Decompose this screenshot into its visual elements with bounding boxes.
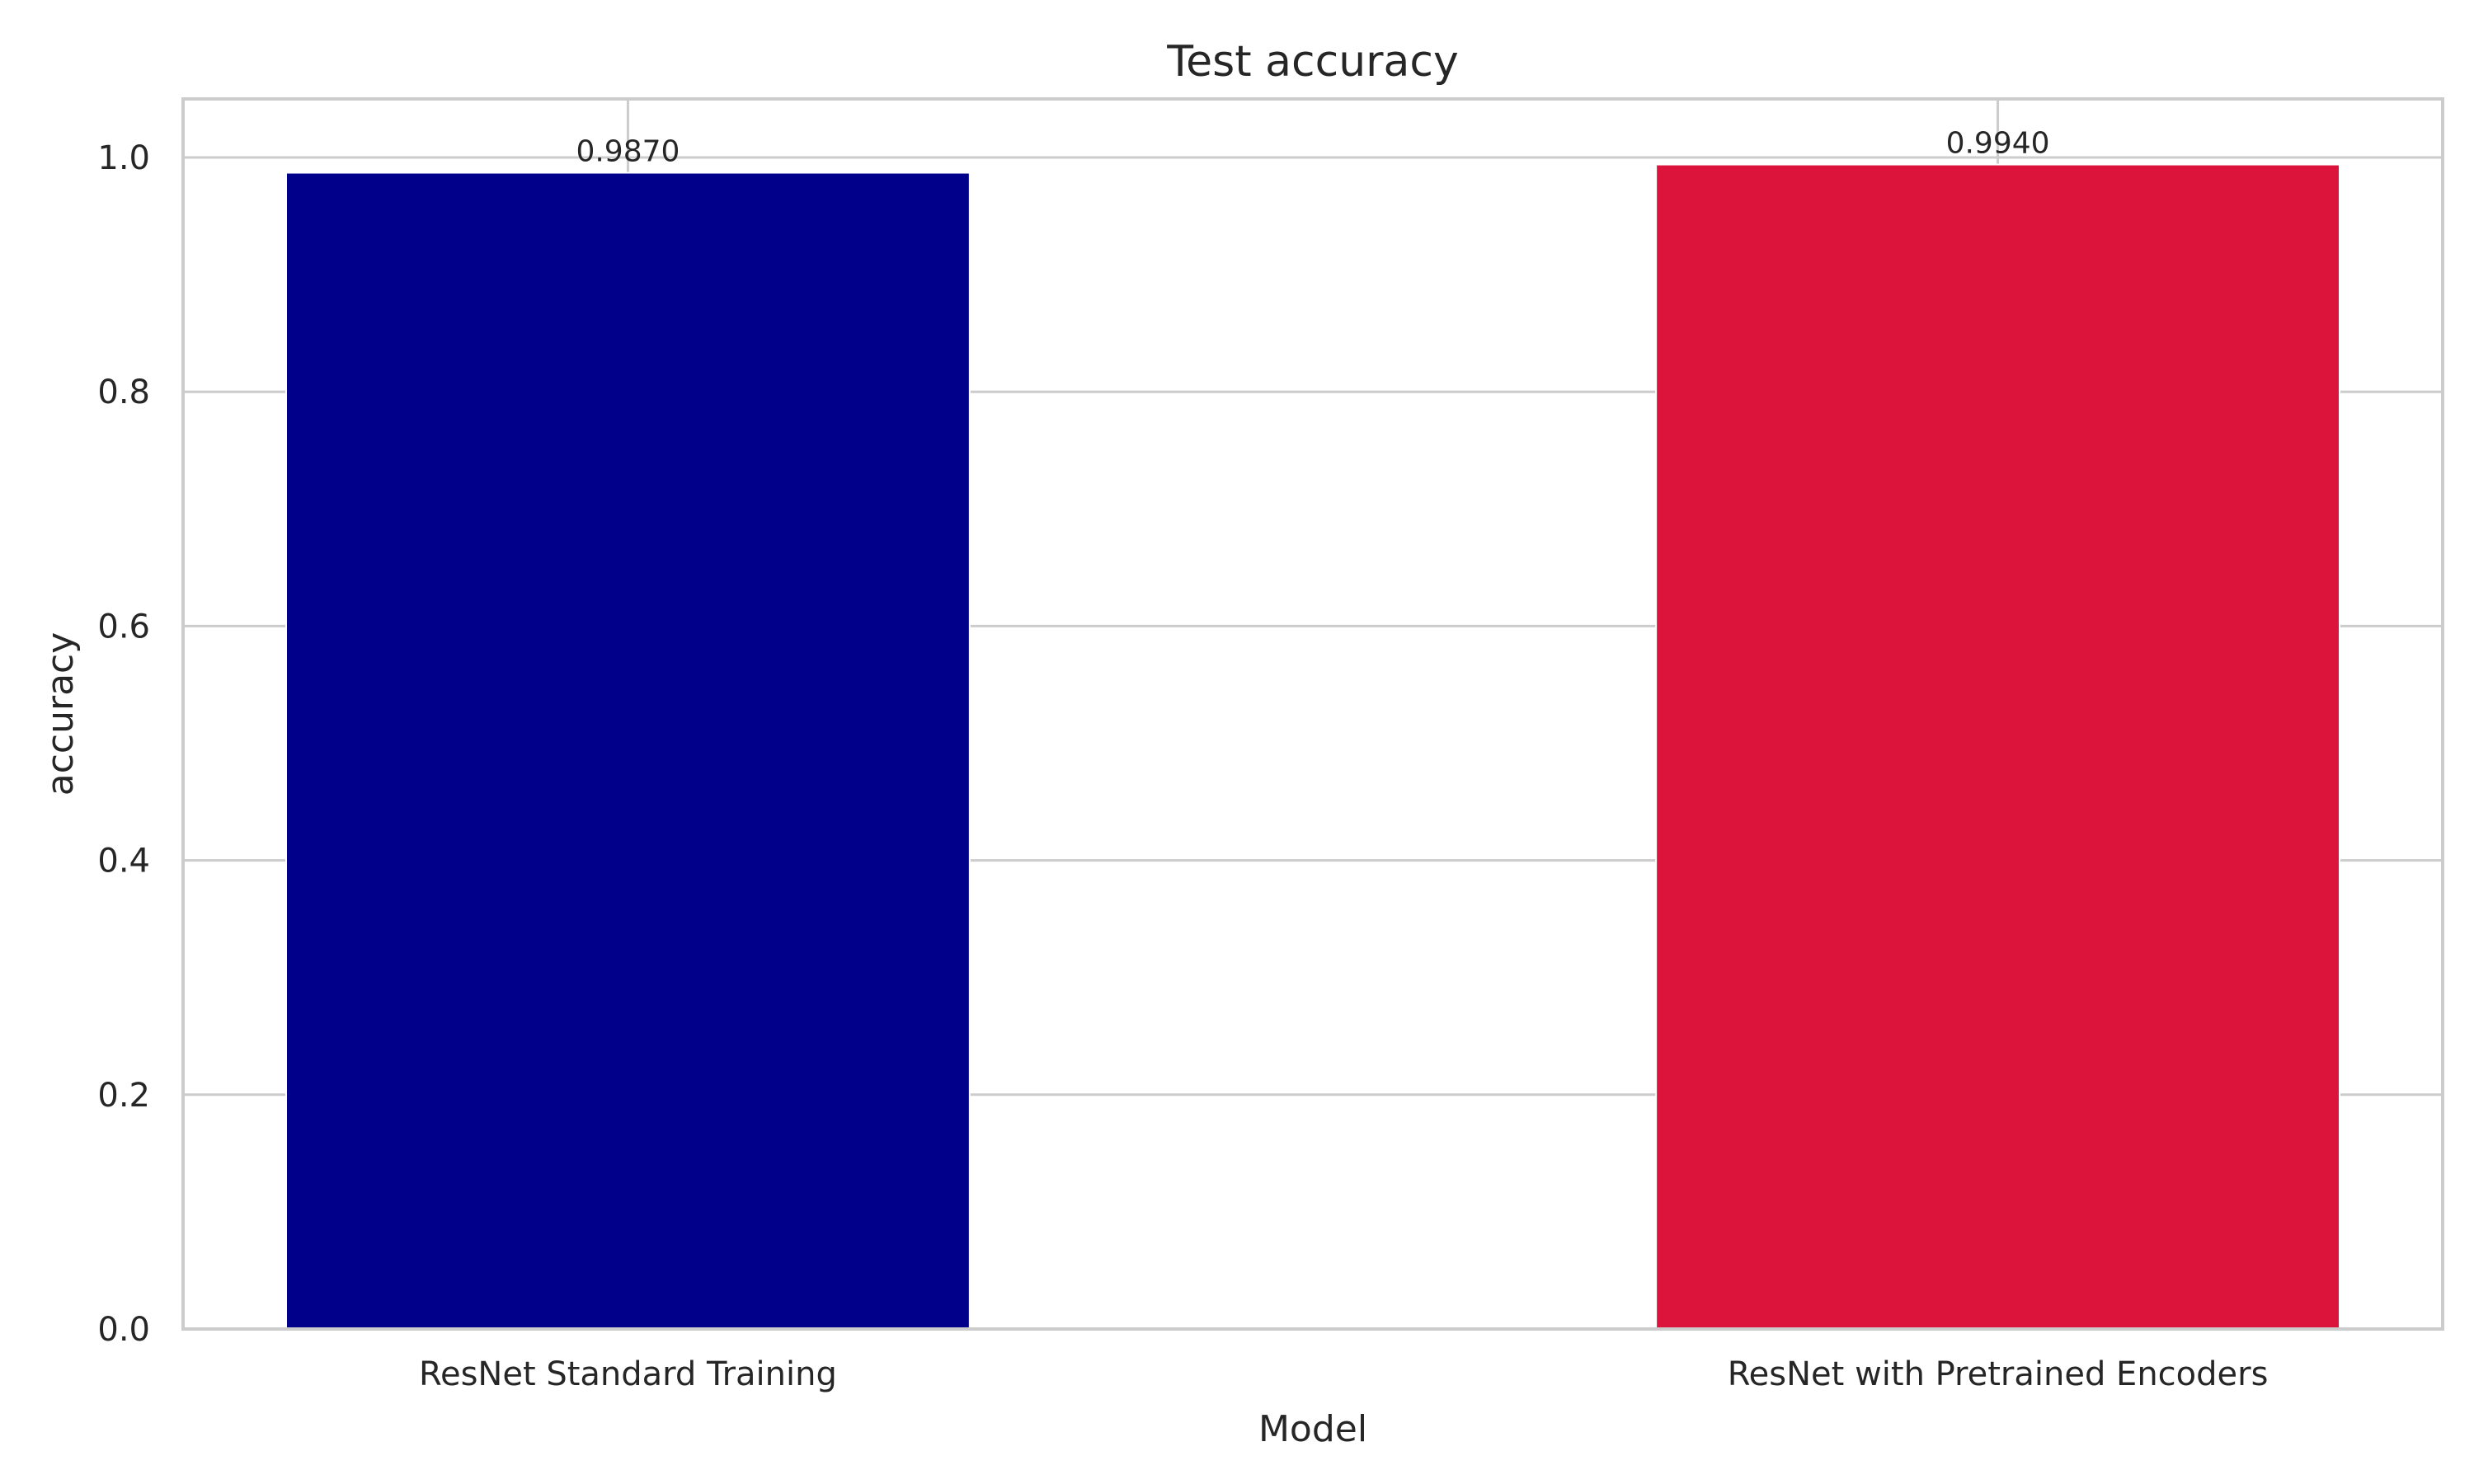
x-tick-labels: ResNet Standard Training ResNet with Pret… [419, 1355, 2268, 1393]
x-tick-label: ResNet Standard Training [419, 1355, 837, 1393]
y-tick-label: 0.6 [97, 608, 150, 646]
bar-1 [1655, 163, 2340, 1330]
bar-0 [285, 171, 971, 1330]
y-tick-label: 1.0 [97, 139, 150, 177]
y-tick-label: 0.2 [97, 1077, 150, 1115]
y-tick-label: 0.8 [97, 373, 150, 411]
chart-title: Test accuracy [1166, 37, 1459, 87]
plot-frame [181, 97, 2444, 1331]
y-axis-label: accuracy [40, 632, 82, 796]
x-tick-label: ResNet with Pretrained Encoders [1728, 1355, 2269, 1393]
y-tick-label: 0.0 [97, 1311, 150, 1349]
bars [285, 163, 2340, 1330]
y-tick-label: 0.4 [97, 843, 150, 881]
x-axis-label: Model [1258, 1408, 1367, 1450]
data-labels: 0.9870 0.9940 [576, 127, 2049, 169]
y-tick-labels: 0.0 0.2 0.4 0.6 0.8 1.0 [97, 139, 150, 1349]
data-label-1: 0.9940 [1946, 127, 2050, 161]
data-label-0: 0.9870 [576, 135, 680, 169]
